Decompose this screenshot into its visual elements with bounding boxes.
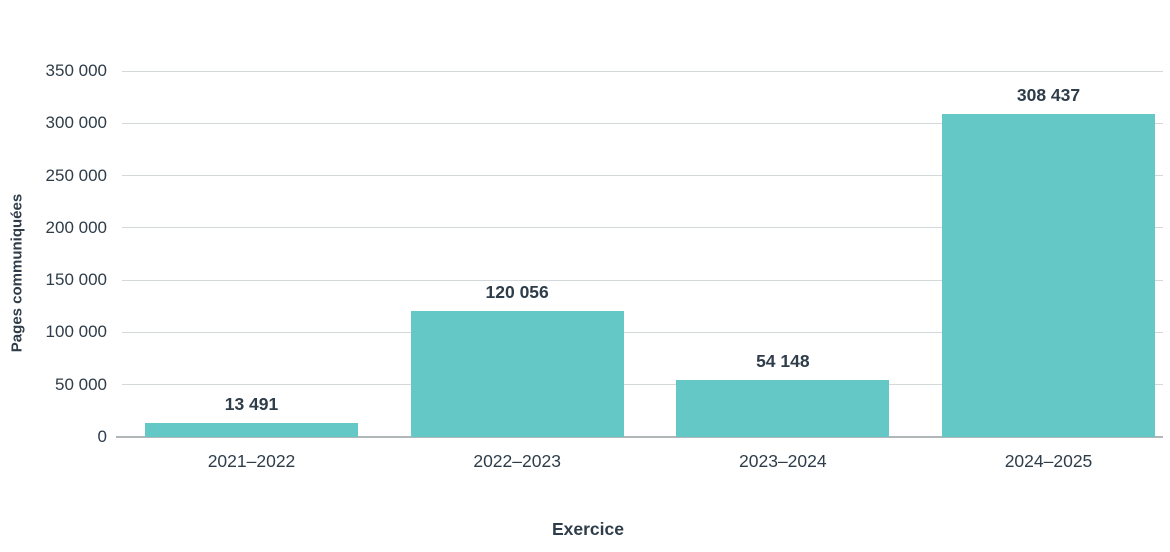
y-tick-label: 100 000 bbox=[45, 322, 107, 342]
bar-2021-2022 bbox=[145, 423, 358, 437]
bar-value-label: 120 056 bbox=[485, 282, 549, 302]
bar-value-label: 54 148 bbox=[756, 351, 810, 371]
gridline bbox=[122, 175, 1163, 177]
gridline bbox=[122, 384, 1163, 386]
plot-area bbox=[116, 70, 1163, 438]
y-tick-label: 200 000 bbox=[45, 217, 107, 237]
gridline bbox=[122, 227, 1163, 229]
bar-2024-2025 bbox=[942, 114, 1155, 437]
y-tick-label: 350 000 bbox=[45, 61, 107, 80]
bar-value-label: 13 491 bbox=[224, 394, 279, 414]
x-axis-title: Exercice bbox=[551, 519, 624, 539]
gridline bbox=[122, 279, 1163, 281]
gridline bbox=[122, 331, 1163, 333]
gridline bbox=[122, 122, 1163, 124]
y-tick-label: 250 000 bbox=[45, 165, 107, 185]
y-tick-label: 300 000 bbox=[45, 113, 107, 133]
x-tick-label: 2021–2022 bbox=[207, 451, 296, 471]
x-axis-line bbox=[116, 436, 1163, 438]
y-tick-label: 0 bbox=[97, 427, 107, 446]
x-tick-label: 2022–2023 bbox=[473, 451, 561, 471]
y-tick-label: 150 000 bbox=[45, 270, 107, 290]
gridline bbox=[122, 70, 1163, 72]
y-tick-label: 50 000 bbox=[55, 374, 107, 394]
bar-2023-2024 bbox=[676, 380, 890, 437]
bar-2022-2023 bbox=[410, 311, 624, 437]
x-tick-label: 2024–2025 bbox=[1004, 451, 1093, 471]
x-tick-label: 2023–2024 bbox=[739, 451, 827, 471]
bar-value-label: 308 437 bbox=[1016, 85, 1081, 105]
